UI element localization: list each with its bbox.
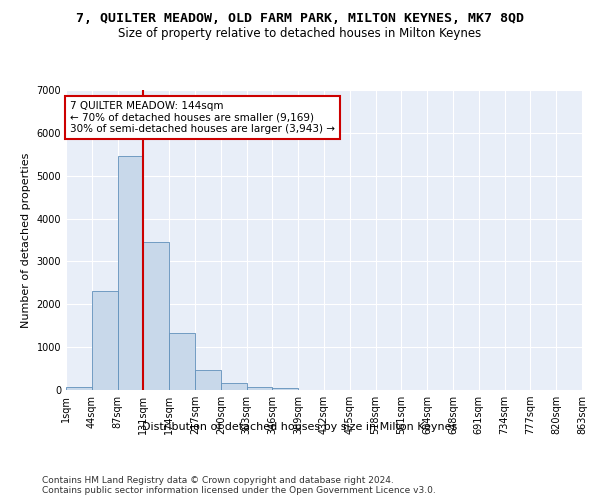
Bar <box>66 387 92 390</box>
Text: Distribution of detached houses by size in Milton Keynes: Distribution of detached houses by size … <box>142 422 458 432</box>
Bar <box>272 388 298 390</box>
Bar <box>118 156 143 390</box>
Text: 7 QUILTER MEADOW: 144sqm
← 70% of detached houses are smaller (9,169)
30% of sem: 7 QUILTER MEADOW: 144sqm ← 70% of detach… <box>70 100 335 134</box>
Text: Size of property relative to detached houses in Milton Keynes: Size of property relative to detached ho… <box>118 28 482 40</box>
Bar <box>169 334 195 390</box>
Text: Contains HM Land Registry data © Crown copyright and database right 2024.
Contai: Contains HM Land Registry data © Crown c… <box>42 476 436 495</box>
Bar <box>92 292 118 390</box>
Bar <box>247 386 272 390</box>
Text: 7, QUILTER MEADOW, OLD FARM PARK, MILTON KEYNES, MK7 8QD: 7, QUILTER MEADOW, OLD FARM PARK, MILTON… <box>76 12 524 26</box>
Bar <box>195 370 221 390</box>
Bar <box>143 242 169 390</box>
Y-axis label: Number of detached properties: Number of detached properties <box>21 152 31 328</box>
Bar <box>221 384 247 390</box>
